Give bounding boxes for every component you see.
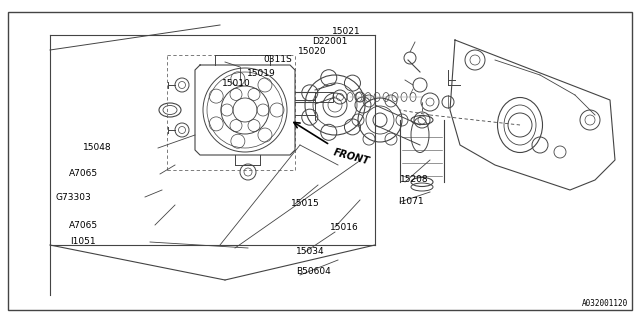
Bar (315, 92, 333, 102)
Text: A7065: A7065 (69, 221, 98, 230)
Text: 15015: 15015 (291, 199, 320, 209)
Text: 15020: 15020 (298, 47, 326, 57)
Text: 15019: 15019 (247, 69, 276, 78)
Text: D22001: D22001 (312, 37, 348, 46)
Text: G73303: G73303 (55, 194, 91, 203)
Text: B50604: B50604 (296, 268, 331, 276)
Text: 15021: 15021 (332, 28, 360, 36)
Text: 15010: 15010 (222, 78, 251, 87)
Text: FRONT: FRONT (332, 147, 371, 166)
Text: A7065: A7065 (69, 169, 98, 178)
Text: 15034: 15034 (296, 247, 324, 257)
Text: A032001120: A032001120 (582, 299, 628, 308)
Text: 15208: 15208 (400, 175, 429, 185)
Text: I1071: I1071 (398, 197, 424, 206)
Text: 0311S: 0311S (263, 55, 292, 65)
Text: 15048: 15048 (83, 143, 111, 153)
Text: 15016: 15016 (330, 222, 359, 231)
Text: I1051: I1051 (70, 237, 95, 246)
